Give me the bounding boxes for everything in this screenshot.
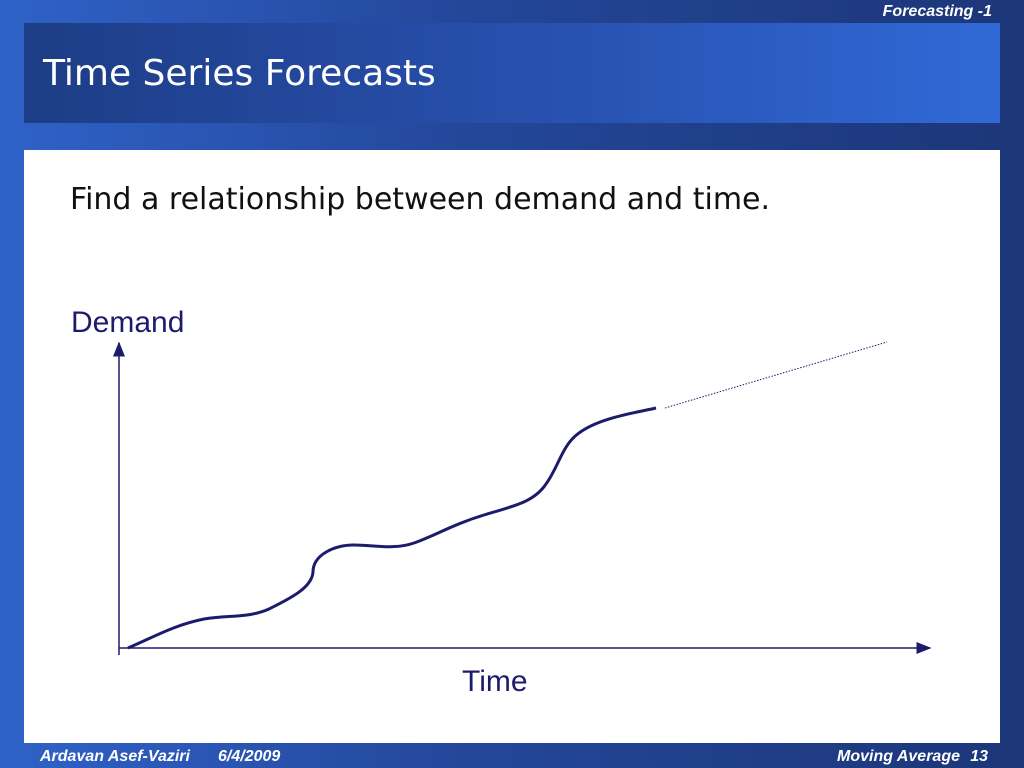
body-text: Find a relationship between demand and t… <box>70 182 771 217</box>
section-label: Forecasting -1 <box>882 3 992 20</box>
footer-date: 6/4/2009 <box>218 748 281 765</box>
footer-author: Ardavan Asef-Vaziri <box>40 748 190 765</box>
page-number: 13 <box>970 748 988 765</box>
title-bar: Time Series Forecasts <box>24 23 1000 123</box>
diagram <box>113 341 932 655</box>
forecast-line <box>664 341 888 409</box>
footer-topic: Moving Average <box>837 748 960 765</box>
slide-title: Time Series Forecasts <box>43 53 436 94</box>
y-axis-label: Demand <box>71 306 185 339</box>
demand-curve <box>127 406 657 650</box>
x-axis-label: Time <box>462 665 528 698</box>
content-panel: Find a relationship between demand and t… <box>24 150 1000 743</box>
